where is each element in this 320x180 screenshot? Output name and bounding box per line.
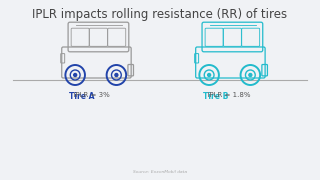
Circle shape — [249, 73, 252, 76]
Text: IPLR impacts rolling resistance (RR) of tires: IPLR impacts rolling resistance (RR) of … — [32, 8, 288, 21]
Text: IPLR = 3%: IPLR = 3% — [69, 92, 110, 98]
Circle shape — [74, 73, 76, 76]
Circle shape — [208, 73, 211, 76]
Text: Source: ExxonMobil data: Source: ExxonMobil data — [133, 170, 187, 174]
Text: Tire A: Tire A — [69, 92, 95, 101]
Text: IPLR = 1.8%: IPLR = 1.8% — [203, 92, 251, 98]
Circle shape — [115, 73, 118, 76]
Text: Tire B: Tire B — [203, 92, 228, 101]
